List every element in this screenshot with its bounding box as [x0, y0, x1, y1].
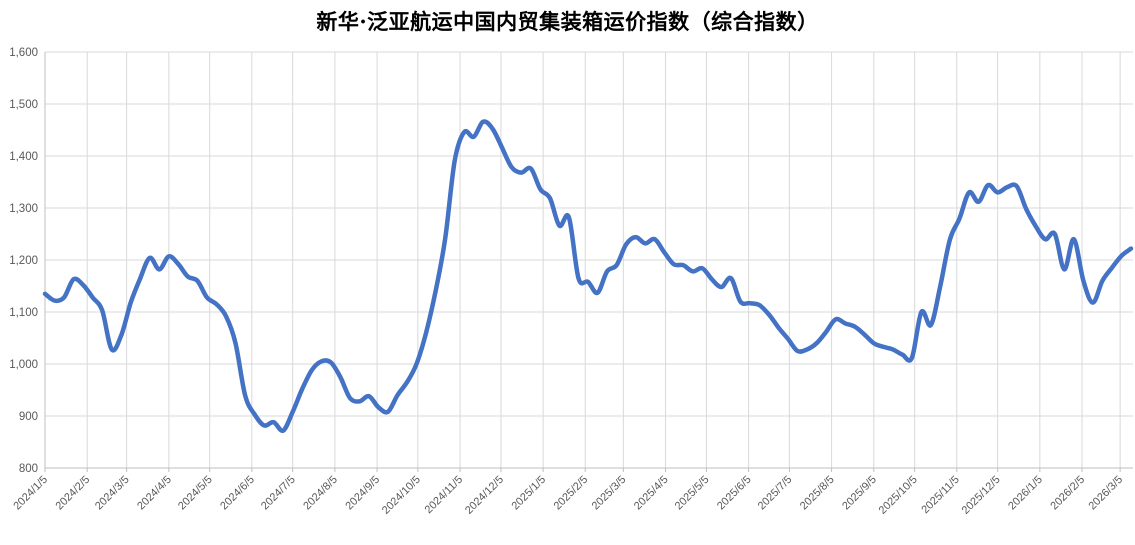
x-axis-label: 2025/9/5 — [840, 474, 879, 513]
x-axis-label: 2024/12/5 — [463, 474, 506, 517]
y-axis-label: 1,600 — [9, 47, 38, 59]
y-axis-label: 1,300 — [9, 203, 38, 215]
y-axis-label: 800 — [19, 463, 38, 475]
x-axis-label: 2025/12/5 — [960, 474, 1003, 517]
x-axis-label: 2026/1/5 — [1006, 474, 1045, 513]
y-axis-label: 1,200 — [9, 255, 38, 267]
y-axis-label: 1,100 — [9, 307, 38, 319]
y-gridlines-and-labels: 800 900 1,000 1,100 1,200 1,300 1,400 1,500 1,60… — [9, 47, 1133, 475]
x-axis-label: 2025/6/5 — [715, 474, 754, 513]
x-axis-label: 2024/4/5 — [135, 474, 174, 513]
x-axis-label: 2024/3/5 — [93, 474, 132, 513]
x-axis-label: 2025/5/5 — [673, 474, 712, 513]
x-axis-label: 2024/11/5 — [423, 474, 466, 517]
x-axis-label: 2024/6/5 — [218, 474, 257, 513]
x-axis-label: 2024/8/5 — [301, 474, 340, 513]
x-axis-label: 2026/2/5 — [1048, 474, 1087, 513]
y-axis-label: 900 — [19, 411, 38, 423]
x-axis-label: 2025/8/5 — [798, 474, 837, 513]
x-axis-label: 2024/2/5 — [54, 474, 93, 513]
x-axis-label: 2024/10/5 — [380, 474, 423, 517]
y-axis-label: 1,000 — [9, 359, 38, 371]
x-axis-label: 2024/1/5 — [11, 474, 50, 513]
chart-title: 新华·泛亚航运中国内贸集装箱运价指数（综合指数） — [316, 9, 819, 34]
x-axis-label: 2025/10/5 — [877, 474, 920, 517]
x-axis-label: 2025/3/5 — [590, 474, 629, 513]
x-axis-label: 2025/1/5 — [509, 474, 548, 513]
x-axis-label: 2025/4/5 — [632, 474, 671, 513]
x-axis-label: 2024/7/5 — [259, 474, 298, 513]
x-axis-label: 2025/11/5 — [919, 474, 962, 517]
x-axis-label: 2026/3/5 — [1086, 474, 1125, 513]
freight-index-series-line — [42, 119, 1134, 433]
x-axis-label: 2025/2/5 — [552, 474, 591, 513]
x-axis-label: 2025/7/5 — [756, 474, 795, 513]
y-axis-label: 1,500 — [9, 99, 38, 111]
x-axis-label: 2024/5/5 — [176, 474, 215, 513]
x-axis-label: 2024/9/5 — [343, 474, 382, 513]
y-axis-label: 1,400 — [9, 151, 38, 163]
x-gridlines-and-labels: 2024/1/5 2024/2/5 2024/3/5 2024/4/5 2024/5/5… — [11, 52, 1125, 517]
